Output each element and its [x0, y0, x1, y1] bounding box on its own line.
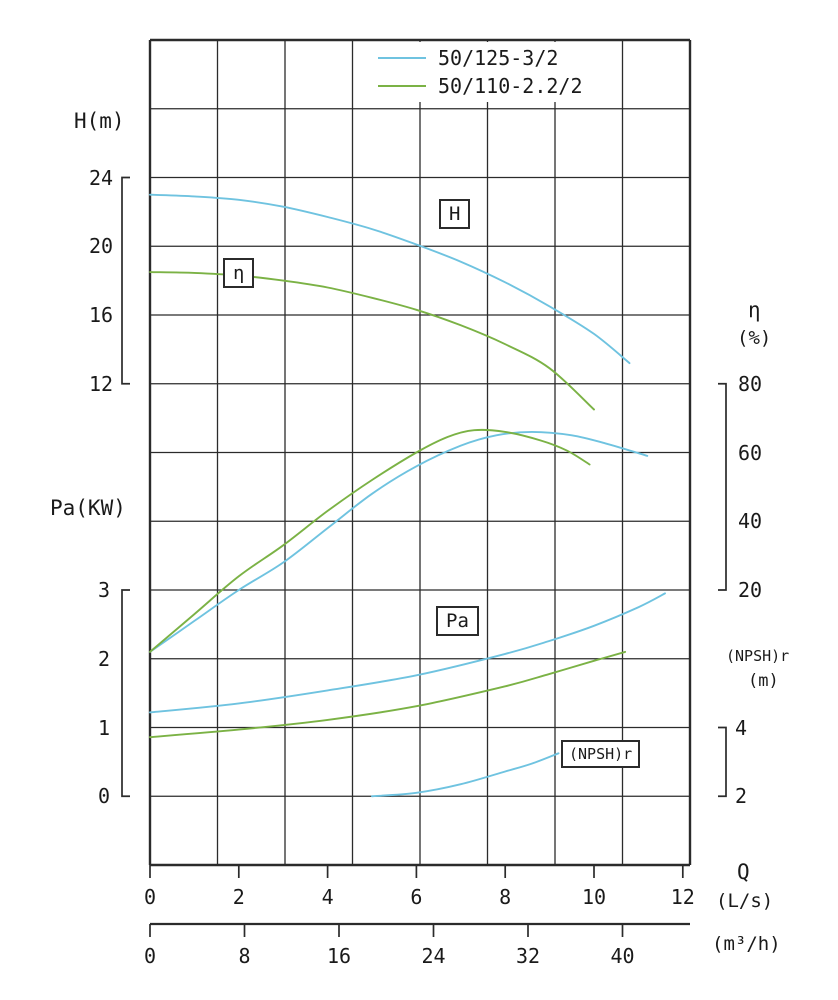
- tick-label: 40: [737, 509, 763, 534]
- legend-item: 50/125-3/2: [378, 44, 583, 72]
- curve-H-50/110-2.2/2: [149, 271, 595, 411]
- tick-label: 2: [232, 885, 245, 909]
- curve-eta-50/125-3/2: [149, 430, 649, 653]
- tick-label: 24: [421, 944, 446, 968]
- pa-axis-title: Pa(KW): [50, 496, 126, 520]
- tick-label: 0: [97, 784, 111, 809]
- legend-swatch: [378, 85, 426, 87]
- tick-label: 8: [238, 944, 251, 968]
- tick-label: 40: [610, 944, 635, 968]
- tick-label: 4: [734, 715, 748, 740]
- eta-axis-bracket: [718, 382, 727, 591]
- tick-label: 3: [97, 578, 111, 602]
- h-axis-title: H(m): [74, 109, 125, 133]
- tick-label: 20: [737, 578, 763, 602]
- npsh-axis-unit: (m): [748, 671, 779, 691]
- tick-label: 12: [88, 371, 114, 396]
- curve-eta-50/110-2.2/2: [149, 428, 591, 653]
- tick-label: 16: [88, 303, 114, 327]
- tick-label: 8: [499, 885, 512, 909]
- tick-label: 0: [143, 944, 157, 968]
- legend-label: 50/125-3/2: [438, 46, 559, 70]
- tick-label: 12: [670, 885, 695, 909]
- tick-label: 2: [97, 646, 111, 671]
- tick-label: 20: [88, 234, 114, 259]
- tick-label: 10: [581, 885, 607, 909]
- npsh-curve-label: (NPSH)r: [561, 740, 641, 768]
- tick-label: 32: [515, 944, 541, 968]
- curve-Pa-50/125-3/2: [149, 592, 666, 714]
- npsh-axis-title: (NPSH)r: [726, 647, 790, 665]
- legend-swatch: [378, 57, 426, 59]
- legend: 50/125-3/2 50/110-2.2/2: [372, 42, 589, 102]
- eta-axis-unit: (%): [737, 327, 772, 349]
- curve-Pa-50/110-2.2/2: [149, 650, 627, 739]
- curve-H-50/125-3/2: [149, 193, 631, 365]
- q-axis-unit-m3h: (m³/h): [712, 933, 781, 955]
- tick-label: 24: [88, 165, 114, 190]
- eta-axis-title: η: [748, 298, 761, 322]
- tick-label: 2: [734, 784, 748, 809]
- tick-label: 4: [321, 885, 334, 909]
- tick-label: 80: [737, 371, 763, 396]
- q-axis-title: Q: [737, 860, 750, 884]
- npsh-axis-bracket: [718, 726, 727, 798]
- tick-label: 6: [410, 885, 423, 909]
- tick-label: 1: [97, 715, 111, 740]
- tick-label: 0: [143, 885, 157, 909]
- h-axis-bracket: [121, 176, 130, 385]
- tick-label: 60: [737, 440, 763, 465]
- pa-curve-label: Pa: [436, 606, 479, 636]
- legend-label: 50/110-2.2/2: [438, 74, 583, 98]
- pa-axis-bracket: [121, 589, 130, 798]
- q-axis-unit-ls: (L/s): [716, 890, 774, 912]
- eta-curve-label: η: [223, 258, 255, 288]
- curve-NPSH-50/125-3/2: [371, 752, 560, 798]
- tick-label: 16: [326, 944, 352, 968]
- legend-item: 50/110-2.2/2: [378, 72, 583, 100]
- h-curve-label: H: [439, 199, 471, 229]
